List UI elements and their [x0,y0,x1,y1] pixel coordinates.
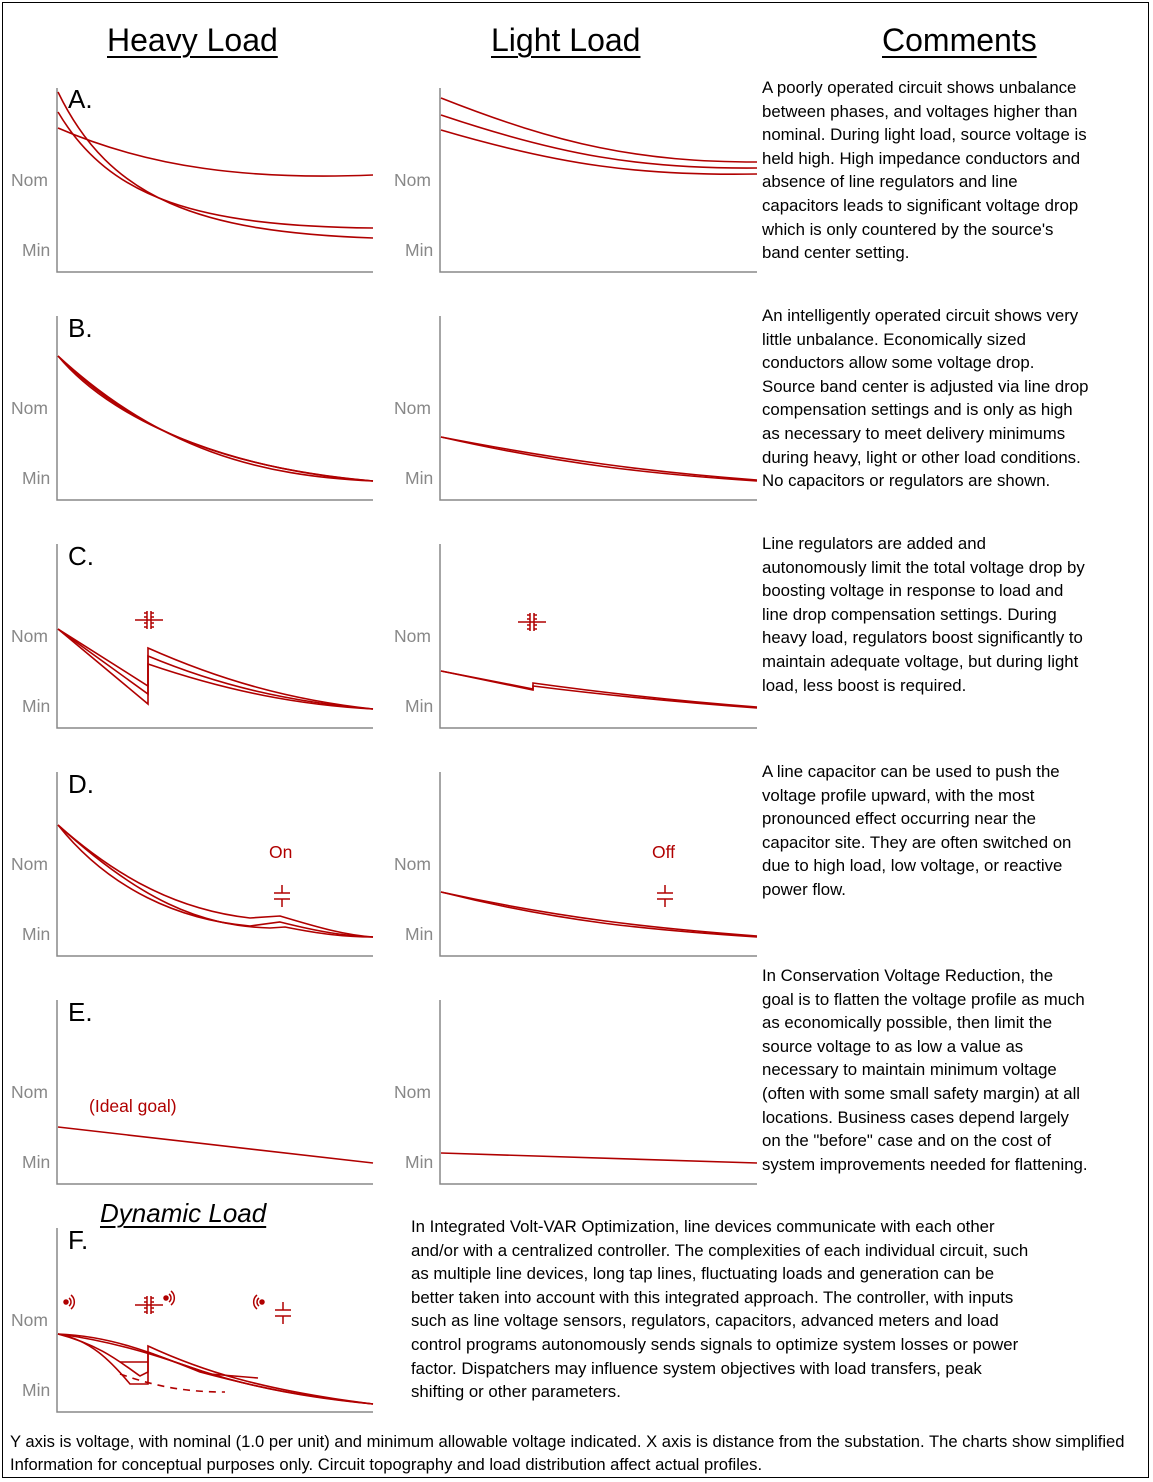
panel-a-light-phase-2 [440,114,758,169]
panel-a-light-axes [439,88,757,273]
panel-b-light-phase-1 [440,436,758,481]
panel-f-nom-label: Nom [11,1310,48,1330]
heavy-load-header: Heavy Load [107,22,278,58]
panel-a-label: A. [68,84,93,114]
panel-e-heavy-axes [56,1000,373,1185]
panel-e-comment: In Conservation Voltage Reduction, the g… [762,966,1088,1174]
panel-d-light-phase-1 [440,891,758,937]
capacitor-on-label: On [269,842,293,862]
panel-d-heavy-min-label: Min [22,924,51,944]
capacitor-off-label: Off [652,842,676,862]
panel-f-dashed-profile [119,1373,226,1393]
panel-e-light-axes [439,1000,757,1185]
panel-f-phase-1 [57,1333,374,1405]
panel-a-heavy-nom-label: Nom [11,170,48,190]
panel-c-heavy-phase-3 [57,628,374,710]
panel-a-heavy-phase-3 [57,127,374,177]
panel-c-light-phase-1 [440,670,758,708]
panel-c-light-phase-2 [440,670,758,709]
panel-a-light-phase-1 [440,97,758,163]
panel-b-heavy-phase-1 [57,355,374,482]
panel-c-heavy-phase-2 [57,628,374,710]
panel-b-light-nom-label: Nom [394,398,431,418]
panel-e-light-nom-label: Nom [394,1082,431,1102]
capacitor-icon [657,885,673,907]
panel-c-light-nom-label: Nom [394,626,431,646]
panel-f-label: F. [68,1225,89,1255]
panel-b-heavy-phase-2 [57,355,374,482]
panel-b-light-min-label: Min [405,468,434,488]
panel-b-label: B. [68,313,93,343]
panel-c-heavy-nom-label: Nom [11,626,48,646]
panel-d-label: D. [68,769,94,799]
panel-d-light-axes [439,772,757,957]
ideal-goal-label: (Ideal goal) [89,1096,177,1116]
panel-e-light-min-label: Min [405,1152,434,1172]
regulator-icon [518,613,546,631]
panel-a-comment: A poorly operated circuit shows unbalanc… [762,78,1087,263]
panel-f-comment: In Integrated Volt-VAR Optimization, lin… [411,1217,1029,1402]
panel-c-heavy-axes [56,544,373,729]
panel-b-comment: An intelligently operated circuit shows … [762,306,1089,491]
panel-d-light-min-label: Min [405,924,434,944]
panel-a-heavy-min-label: Min [22,240,51,260]
wireless-signal-icon [63,1294,76,1310]
figure-footnote: Y axis is voltage, with nominal (1.0 per… [10,1432,1125,1474]
panel-d-heavy-phase-3 [57,824,374,938]
panel-d-light-phase-2 [440,891,758,938]
wireless-signal-icon [163,1290,176,1306]
panel-d-comment: A line capacitor can be used to push the… [762,762,1072,899]
panel-a-heavy-axes [56,88,373,273]
dynamic-load-title: Dynamic Load [100,1198,267,1228]
panel-e-heavy-nom-label: Nom [11,1082,48,1102]
panel-c-heavy-min-label: Min [22,696,51,716]
panel-a-heavy-phase-2 [57,111,374,229]
panel-d-heavy-axes [56,772,373,957]
panel-a-light-min-label: Min [405,240,434,260]
panel-a-light-nom-label: Nom [394,170,431,190]
panel-c-heavy-phase-1 [57,628,374,710]
panel-c-light-min-label: Min [405,696,434,716]
panel-d-heavy-phase-1 [57,824,374,938]
panel-c-comment: Line regulators are added and autonomous… [762,534,1085,695]
panel-b-heavy-phase-3 [57,355,374,482]
capacitor-icon [274,885,290,907]
panel-c-label: C. [68,541,94,571]
panel-e-heavy-profile [57,1126,374,1164]
capacitor-icon [275,1302,291,1324]
panel-b-light-axes [439,316,757,501]
panel-f-phase-4 [57,1333,259,1379]
panel-b-heavy-nom-label: Nom [11,398,48,418]
panel-a-light-phase-3 [440,129,758,176]
panel-f-phase-3 [57,1333,374,1405]
panel-a-heavy-phase-1 [57,91,374,239]
panel-f-axes [56,1228,373,1413]
panel-b-light-phase-2 [440,436,758,482]
regulator-icon [135,1296,163,1314]
panel-e-light-profile [440,1152,758,1164]
panel-f-phase-2 [57,1333,374,1405]
panel-e-label: E. [68,997,93,1027]
wireless-signal-icon [252,1294,265,1310]
panel-f-min-label: Min [22,1380,51,1400]
panel-c-light-axes [439,544,757,729]
comments-header: Comments [882,22,1037,58]
panel-d-light-nom-label: Nom [394,854,431,874]
panel-d-heavy-nom-label: Nom [11,854,48,874]
light-load-header: Light Load [491,22,641,58]
regulator-icon [135,611,163,629]
panel-e-heavy-min-label: Min [22,1152,51,1172]
panel-b-heavy-min-label: Min [22,468,51,488]
panel-b-heavy-axes [56,316,373,501]
